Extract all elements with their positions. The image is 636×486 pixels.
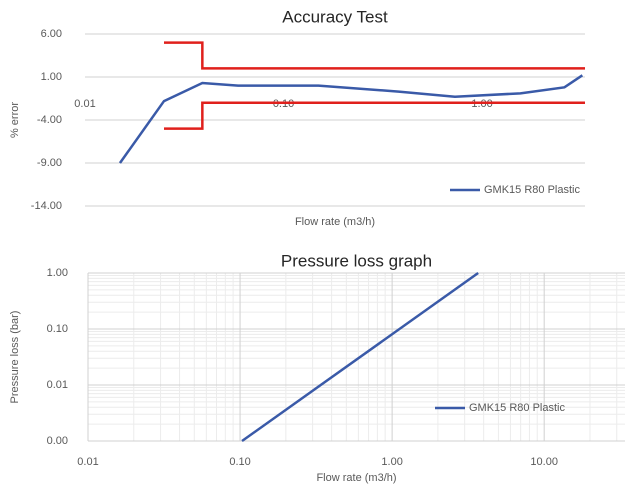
x-tick-label: 0.01 [74, 98, 95, 110]
legend-label: GMK15 R80 Plastic [484, 184, 580, 196]
y-axis-label: % error [9, 102, 21, 138]
x-tick-label: 0.01 [77, 456, 98, 468]
chart-title: Accuracy Test [282, 7, 388, 26]
y-tick-label: 1.00 [47, 267, 68, 279]
limit-line [164, 41, 585, 70]
y-tick-label: 0.00 [47, 435, 68, 447]
data-line [118, 74, 584, 164]
y-tick-label: -9.00 [37, 157, 62, 169]
x-axis-label: Flow rate (m3/h) [316, 472, 396, 484]
x-axis-label: Flow rate (m3/h) [295, 216, 375, 228]
x-tick-label: 0.10 [229, 456, 250, 468]
y-tick-label: 6.00 [41, 28, 62, 40]
y-tick-label: -14.00 [31, 200, 62, 212]
x-tick-label: 10.00 [530, 456, 558, 468]
y-tick-label: 1.00 [41, 71, 62, 83]
y-tick-label: 0.01 [47, 379, 68, 391]
x-tick-label: 1.00 [381, 456, 402, 468]
y-tick-label: -4.00 [37, 114, 62, 126]
chart-title: Pressure loss graph [281, 251, 432, 270]
limit-line [164, 101, 585, 130]
y-tick-label: 0.10 [47, 323, 68, 335]
y-axis-label: Pressure loss (bar) [9, 311, 21, 404]
data-line [241, 271, 479, 443]
legend-label: GMK15 R80 Plastic [469, 402, 565, 414]
